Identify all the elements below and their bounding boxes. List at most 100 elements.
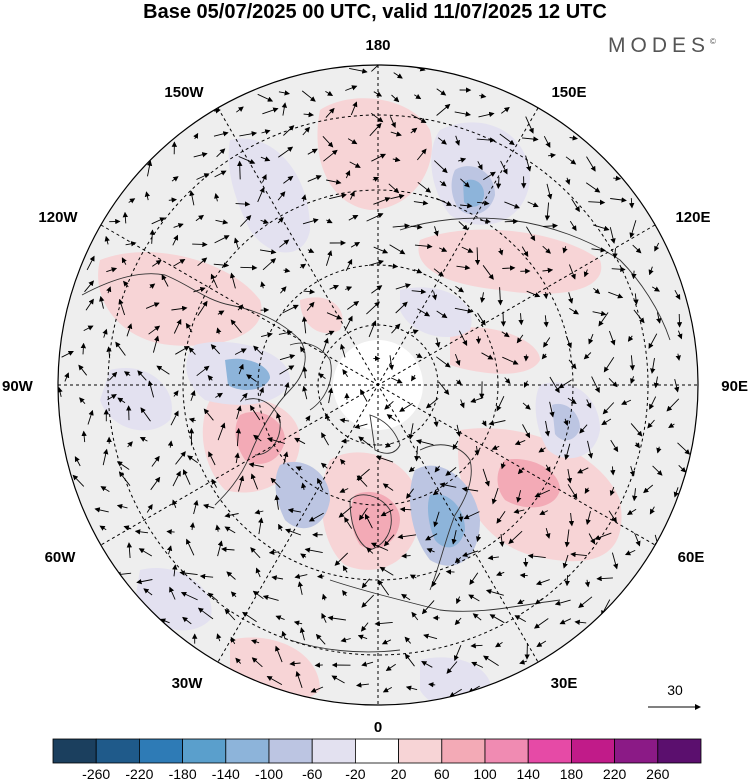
wind-arrow [321, 593, 328, 601]
wind-arrow [677, 330, 683, 340]
wind-arrow [562, 246, 568, 254]
wind-arrow [283, 125, 295, 136]
wind-arrow [374, 620, 393, 627]
map-border [57, 64, 699, 706]
wind-arrow [237, 160, 243, 180]
wind-arrow [633, 309, 645, 324]
wind-arrow [327, 387, 334, 404]
wind-arrow [388, 355, 395, 371]
wind-arrow [260, 281, 266, 289]
wind-arrow [260, 156, 271, 162]
wind-arrow [534, 598, 543, 605]
wind-arrow [499, 534, 505, 547]
wind-arrow [426, 548, 435, 554]
wind-arrow [460, 178, 470, 188]
brand-name: MODES [608, 34, 711, 57]
wind-arrow [237, 304, 244, 311]
wind-arrow [674, 378, 680, 393]
wind-arrow [266, 676, 283, 685]
wind-arrow [340, 458, 346, 465]
wind-arrow [242, 611, 257, 623]
wind-arrow [233, 237, 240, 248]
wind-arrow [236, 405, 242, 420]
wind-arrow [342, 369, 349, 378]
wind-arrow [371, 285, 383, 294]
wind-arrow [364, 513, 373, 529]
wind-arrow [307, 248, 315, 253]
wind-arrow [391, 94, 400, 103]
wind-arrow [392, 156, 401, 163]
wind-arrow [629, 220, 637, 239]
wind-arrow [483, 171, 496, 181]
wind-arrow [187, 455, 198, 464]
wind-arrow [488, 420, 506, 426]
wind-arrow [417, 181, 432, 193]
wind-arrow [197, 300, 208, 316]
wind-arrow [453, 645, 462, 662]
wind-arrow [479, 292, 486, 303]
wind-arrow [277, 191, 286, 201]
wind-arrow [116, 503, 128, 510]
wind-arrow [678, 464, 687, 473]
wind-arrow [487, 555, 499, 561]
lon-label-180: 180 [365, 37, 390, 54]
wind-arrow [598, 312, 609, 327]
wind-arrow [542, 267, 554, 274]
wind-arrow [629, 465, 635, 477]
wind-arrow [180, 591, 198, 601]
lon-label-120e: 120E [675, 209, 710, 226]
wind-arrow [189, 190, 195, 206]
wind-arrow [613, 175, 622, 182]
wind-arrow [173, 318, 182, 334]
wind-arrow [526, 290, 541, 298]
wind-arrow [108, 371, 118, 381]
wind-arrow [238, 475, 245, 492]
wind-arrow [301, 316, 308, 334]
lon-label-120w: 120W [38, 209, 78, 226]
wind-arrow [521, 136, 539, 142]
wind-arrow [653, 376, 660, 389]
wind-arrow [541, 353, 548, 360]
wind-arrow [445, 467, 457, 476]
wind-arrow [208, 451, 216, 466]
anomaly-negative [400, 287, 472, 338]
wind-arrow [596, 575, 613, 582]
wind-arrow [525, 116, 534, 134]
wind-arrow [491, 444, 500, 450]
wind-arrow [631, 488, 638, 502]
wind-arrow [136, 578, 153, 585]
wind-arrow [238, 156, 256, 164]
wind-arrow [197, 607, 214, 620]
wind-arrow [193, 499, 199, 515]
wind-arrow [591, 376, 600, 394]
wind-arrow [356, 682, 369, 688]
wind-arrow [78, 364, 88, 376]
wind-arrow [469, 572, 479, 586]
wind-arrow [179, 570, 198, 576]
wind-arrow [360, 622, 369, 632]
wind-arrow [516, 490, 522, 503]
wind-arrow [279, 239, 290, 248]
wind-arrow [502, 356, 519, 365]
wind-arrow [643, 484, 654, 494]
wind-arrow [381, 639, 392, 645]
wind-arrow [224, 526, 236, 534]
wind-arrow [182, 469, 191, 485]
wind-arrow [610, 439, 619, 453]
wind-arrow [677, 442, 691, 455]
wind-arrow [257, 186, 265, 203]
wind-arrow [499, 133, 515, 146]
wind-arrow [317, 477, 324, 491]
wind-arrow [148, 325, 161, 335]
wind-arrow [454, 353, 461, 366]
wind-arrow [308, 512, 324, 522]
wind-arrow [289, 660, 301, 667]
wind-arrow [436, 310, 448, 319]
wind-arrow [279, 365, 295, 375]
wind-arrow [366, 547, 374, 554]
wind-arrow [215, 392, 223, 398]
coastline [369, 414, 401, 454]
wind-arrow [224, 512, 239, 518]
wind-arrow [301, 90, 316, 102]
